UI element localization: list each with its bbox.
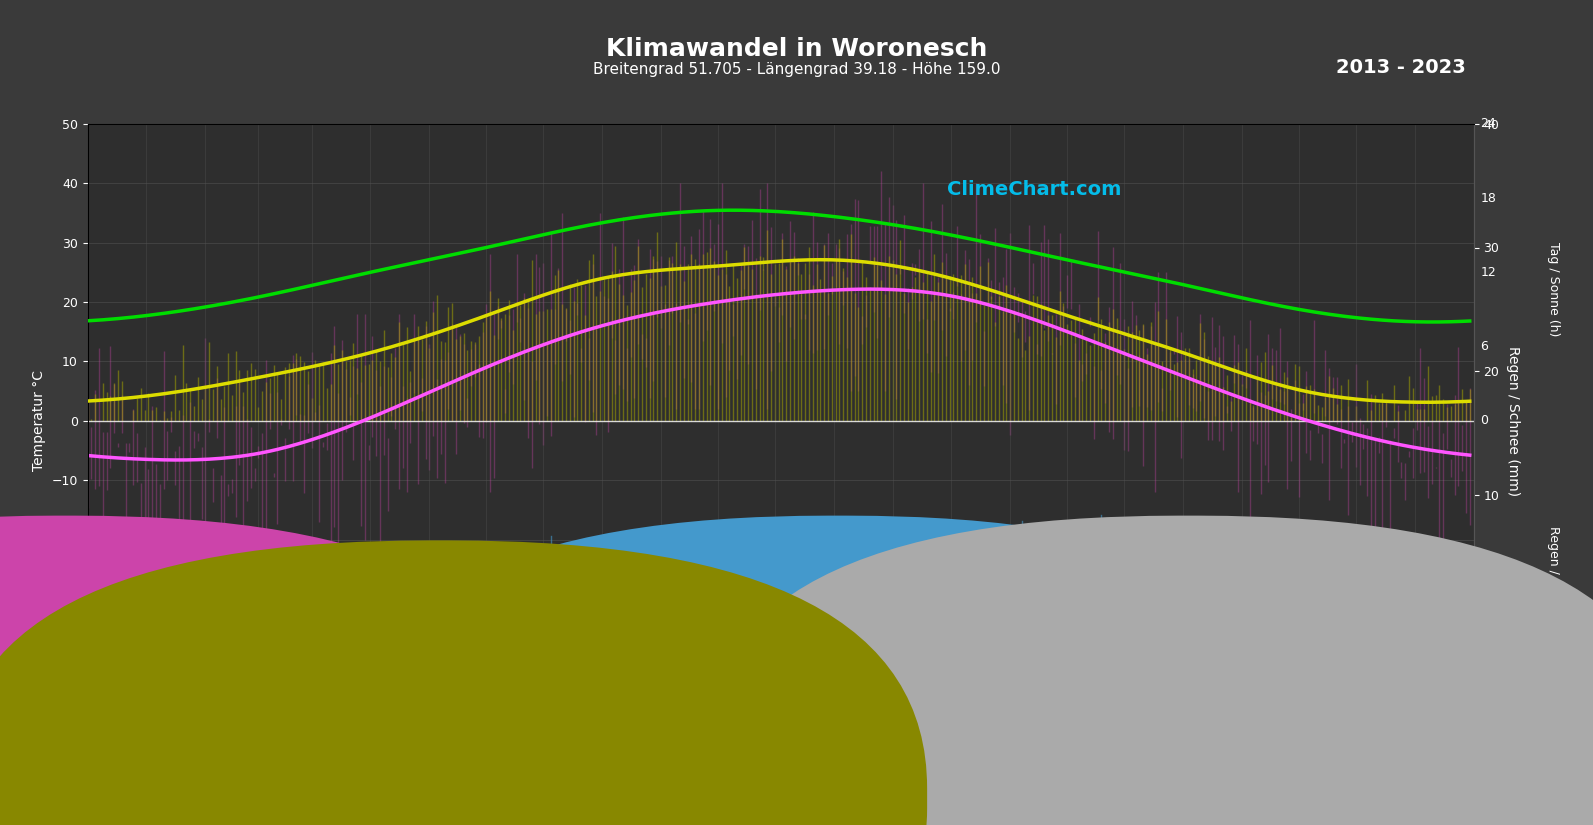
Text: —: — [828, 793, 844, 808]
Text: Tag / Sonne (h): Tag / Sonne (h) [430, 741, 537, 754]
Text: —: — [1179, 793, 1195, 808]
Text: Tag / Sonne (h): Tag / Sonne (h) [1547, 242, 1560, 336]
Text: Klimawandel in Woronesch: Klimawandel in Woronesch [605, 37, 988, 61]
Text: © ClimeChart.com: © ClimeChart.com [1464, 813, 1561, 823]
Text: Monatsdurchschnitt: Monatsdurchschnitt [1203, 794, 1319, 807]
Text: 18: 18 [1480, 191, 1496, 205]
Text: 6: 6 [1480, 340, 1488, 353]
Text: —: — [430, 818, 446, 825]
Text: Regen pro Tag: Regen pro Tag [857, 769, 941, 782]
Text: Sonnenschein Monatsdurchschnitt: Sonnenschein Monatsdurchschnitt [454, 818, 656, 825]
Text: Regen (mm): Regen (mm) [828, 741, 914, 754]
Text: Monatsdurchschnitt: Monatsdurchschnitt [852, 794, 969, 807]
Text: 2013 - 2023: 2013 - 2023 [1337, 58, 1466, 77]
Text: Temperatur °C: Temperatur °C [56, 741, 158, 754]
Text: Tageslicht pro Tag: Tageslicht pro Tag [454, 769, 559, 782]
Text: Regen / Schnee (mm): Regen / Schnee (mm) [1547, 526, 1560, 662]
Text: ClimeChart.com: ClimeChart.com [143, 634, 279, 649]
Text: Sonnenschein pro Tag: Sonnenschein pro Tag [454, 794, 583, 807]
Text: 24: 24 [1480, 117, 1496, 130]
Text: ClimeChart.com: ClimeChart.com [946, 180, 1121, 199]
Text: —: — [56, 793, 72, 808]
Text: 12: 12 [1480, 266, 1496, 279]
Y-axis label: Regen / Schnee (mm): Regen / Schnee (mm) [1505, 346, 1520, 496]
Text: Bereich min / max pro Tag: Bereich min / max pro Tag [83, 769, 237, 782]
Y-axis label: Temperatur °C: Temperatur °C [32, 370, 46, 471]
Text: Breitengrad 51.705 - Längengrad 39.18 - Höhe 159.0: Breitengrad 51.705 - Längengrad 39.18 - … [593, 62, 1000, 77]
Text: Monatlicher Durchschnitt: Monatlicher Durchschnitt [83, 794, 233, 807]
Text: —: — [430, 768, 446, 783]
Text: Schnee pro Tag: Schnee pro Tag [1207, 769, 1298, 782]
Text: 0: 0 [1480, 414, 1488, 427]
Text: Schnee (mm): Schnee (mm) [1179, 741, 1273, 754]
